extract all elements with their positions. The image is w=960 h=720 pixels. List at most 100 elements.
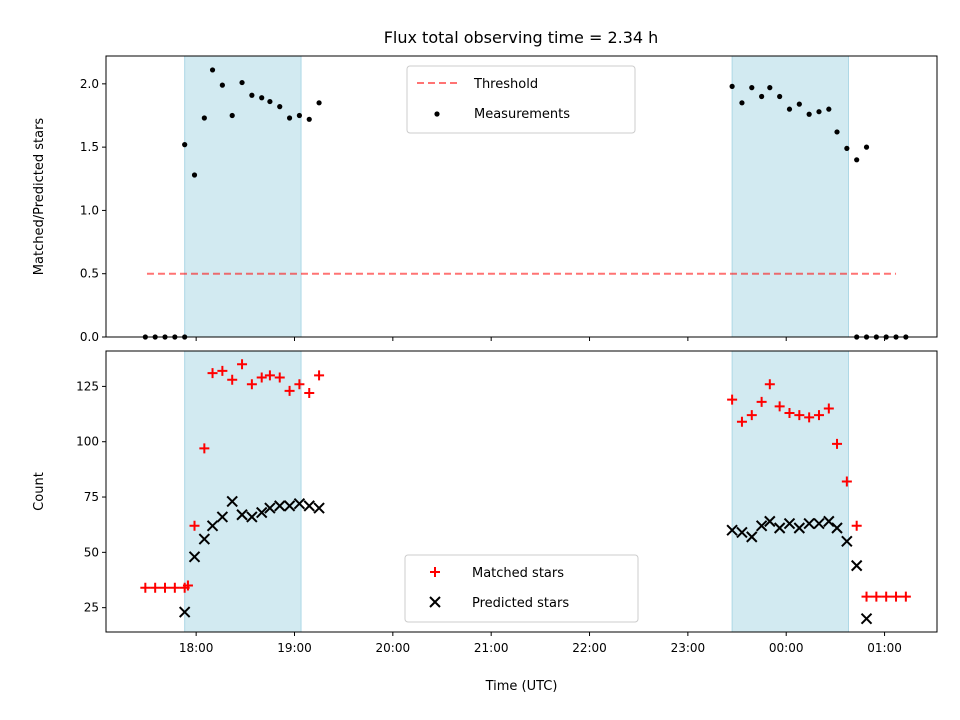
matched-star-point-5 (182, 580, 193, 591)
predicted-star-point-11 (283, 500, 296, 512)
measurement-point-30 (826, 106, 832, 112)
predicted-star-point-24 (813, 517, 825, 530)
measurement-point-33 (854, 157, 860, 163)
matched-star-point-1 (150, 582, 161, 593)
predicted-star-point-14 (313, 502, 325, 514)
matched-star-point-27 (794, 410, 805, 421)
matched-star-point-8 (207, 368, 218, 379)
matched-star-point-17 (294, 379, 305, 390)
x-tick-label-1: 19:00 (277, 641, 312, 655)
legend-label-1: Measurements (474, 107, 570, 122)
x-tick-label-7: 01:00 (867, 641, 902, 655)
measurement-point-24 (767, 85, 773, 91)
predicted-star-point-22 (793, 522, 806, 534)
matched-star-point-14 (264, 370, 275, 381)
y-tick-label-4: 125 (76, 379, 99, 393)
measurement-point-16 (286, 115, 293, 121)
predicted-star-point-9 (264, 502, 276, 514)
axes-frame (105, 350, 938, 633)
predicted-star-point-21 (783, 517, 796, 530)
matched-star-point-20 (727, 394, 738, 405)
observing-window-1 (731, 55, 849, 338)
measurement-point-20 (729, 83, 735, 89)
y-tick-label-1: 0.5 (80, 267, 99, 281)
measurement-point-7 (201, 115, 207, 121)
chart-title: Flux total observing time = 2.34 h (384, 28, 659, 47)
matched-star-point-32 (841, 476, 852, 487)
matched-star-point-25 (774, 401, 785, 412)
predicted-star-point-3 (206, 520, 219, 532)
count-panel: 25 50 75 100 125 18:00 19:00 20:00 21:00 22:00 23:… (32, 350, 938, 694)
x-tick-label-0: 18:00 (179, 641, 214, 655)
matched-star-point-3 (169, 582, 180, 593)
matched-star-point-24 (764, 379, 775, 390)
matched-star-point-28 (804, 412, 815, 423)
measurement-point-9 (219, 82, 225, 88)
legend-matched-swatch (430, 567, 440, 577)
measurement-point-34 (863, 144, 870, 150)
predicted-star-point-6 (236, 509, 248, 521)
measurement-point-25 (777, 93, 783, 100)
measurement-point-17 (296, 112, 303, 119)
matched-star-point-23 (756, 396, 767, 407)
x-tick-label-5: 23:00 (671, 641, 706, 655)
legend-measurements-swatch (434, 111, 440, 117)
matched-star-point-36 (881, 591, 892, 602)
predicted-star-point-25 (823, 515, 835, 528)
legend: Matched stars Predicted stars (404, 554, 639, 623)
predicted-star-point-13 (303, 500, 315, 512)
measurement-point-10 (229, 112, 235, 119)
measurement-point-13 (259, 95, 265, 101)
matched-star-point-12 (246, 379, 257, 390)
matched-star-point-0 (140, 582, 151, 593)
measurement-point-14 (267, 98, 273, 105)
ratio-panel: 0.0 0.5 1.0 1.5 2.0 Matched/Predicted stars Th… (32, 55, 938, 344)
predicted-star-point-8 (256, 506, 268, 519)
matched-star-point-22 (746, 410, 757, 421)
measurement-point-12 (249, 92, 255, 98)
matched-star-point-19 (314, 370, 325, 381)
predicted-star-point-1 (188, 551, 201, 563)
predicted-star-point-29 (860, 613, 873, 625)
y-tick-label-0: 0.0 (80, 330, 99, 344)
predicted-star-point-16 (736, 526, 748, 539)
matched-star-point-21 (736, 416, 747, 427)
y-tick-label-3: 1.5 (80, 140, 99, 154)
legend-predicted-swatch (429, 596, 441, 608)
predicted-star-point-28 (850, 559, 863, 572)
y-tick-label-1: 50 (84, 545, 99, 559)
measurement-point-28 (806, 111, 812, 117)
matched-star-point-13 (256, 372, 267, 383)
matched-star-point-33 (851, 520, 862, 531)
measurement-point-22 (749, 85, 755, 91)
predicted-star-point-0 (178, 606, 191, 618)
matched-star-point-15 (274, 372, 285, 383)
matched-star-point-31 (832, 438, 843, 449)
x-tick-label-6: 00:00 (769, 641, 804, 655)
matched-star-point-16 (284, 385, 295, 396)
measurement-point-29 (816, 109, 822, 115)
matched-star-point-11 (237, 359, 248, 370)
y-tick-label-2: 1.0 (80, 203, 99, 217)
observing-window-0 (184, 55, 302, 338)
matched-star-point-38 (900, 591, 911, 602)
measurement-point-11 (239, 79, 245, 86)
legend-label-0: Matched stars (472, 566, 564, 581)
legend-box (404, 554, 639, 623)
predicted-star-point-5 (226, 495, 238, 508)
predicted-star-point-20 (773, 522, 786, 534)
predicted-star-point-2 (198, 533, 211, 545)
measurement-point-15 (277, 104, 283, 110)
matched-star-point-9 (217, 365, 228, 376)
matched-star-point-35 (871, 591, 882, 602)
predicted-star-point-10 (274, 500, 286, 512)
measurement-point-26 (786, 106, 793, 112)
y-tick-label-3: 100 (76, 435, 99, 449)
matched-star-point-2 (160, 582, 171, 593)
x-tick-label-4: 22:00 (572, 641, 607, 655)
matched-star-point-6 (189, 520, 200, 531)
matched-star-point-34 (861, 591, 872, 602)
matched-star-point-29 (813, 410, 824, 421)
legend-box (406, 65, 636, 134)
predicted-star-point-17 (746, 531, 758, 543)
